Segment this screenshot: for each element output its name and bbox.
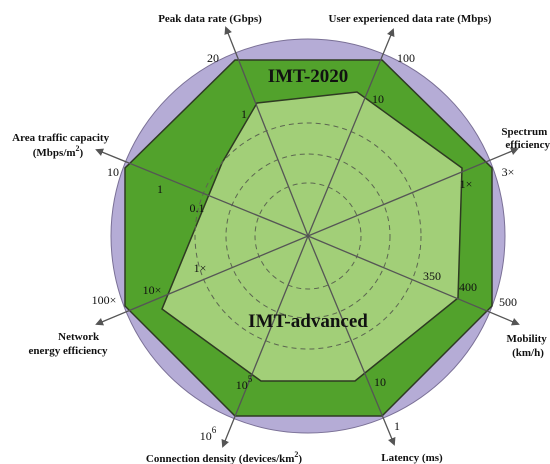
axis-title-area-line1: Area traffic capacity (12, 132, 109, 144)
tick-peak-outer: 20 (207, 51, 219, 65)
tick-user-outer: 100 (397, 51, 415, 65)
tick-network-mid: 10× (143, 283, 162, 297)
tick-connection-inner-main: 10 (236, 378, 248, 392)
axis-latency (307, 235, 396, 446)
axis-network-energy (95, 235, 309, 326)
tick-connection-outer-sup: 6 (212, 425, 217, 435)
imt-advanced-label: IMT-advanced (248, 311, 368, 332)
axis-title-spectrum-line2: efficiency (505, 139, 550, 151)
tick-connection-inner-sup: 5 (248, 374, 253, 384)
axis-title-area-line2-end: ) (80, 147, 84, 159)
axis-spectrum-efficiency (307, 147, 519, 237)
tick-network-outer: 100× (92, 293, 117, 307)
axis-title-mobility-line1: Mobility (506, 333, 547, 345)
tick-connection-outer: 106 (200, 425, 217, 443)
axis-title-connection-main: Connection density (devices/km (146, 453, 295, 464)
axis-area-traffic (95, 148, 309, 237)
tick-mobility-inner: 350 (423, 269, 441, 283)
dashed-ring-outer (194, 122, 422, 350)
dashed-ring-middle (225, 153, 391, 319)
axis-title-area-line2-sup: 2 (76, 144, 80, 153)
axis-title-connection-sup: 2 (294, 450, 298, 459)
axis-title-latency: Latency (ms) (381, 452, 443, 464)
dashed-ring-inner (254, 182, 362, 290)
axis-title-network-energy: Network energy efficiency (28, 331, 108, 357)
tick-area-inner: 0.1 (190, 201, 205, 215)
axis-title-spectrum-efficiency: Spectrum efficiency (501, 126, 550, 151)
tick-user-inner: 10 (372, 92, 384, 106)
tick-network-inner: 1× (194, 261, 207, 275)
tick-connection-outer-main: 10 (200, 429, 212, 443)
tick-connection-inner: 105 (236, 374, 253, 392)
tick-peak-inner: 1 (241, 107, 247, 121)
tick-spectrum-outer: 3× (502, 165, 515, 179)
axis-title-peak-data-rate: Peak data rate (Gbps) (158, 13, 262, 25)
axis-title-mobility-line2: (km/h) (512, 347, 544, 359)
tick-spectrum-inner: 1× (460, 177, 473, 191)
tick-latency-outer: 1 (394, 419, 400, 433)
axis-title-mobility: Mobility (km/h) (506, 333, 549, 359)
imt-advanced-polygon (161, 91, 463, 382)
axis-title-connection-density: Connection density (devices/km2) (146, 450, 303, 464)
tick-latency-inner: 10 (374, 375, 386, 389)
axis-title-network-line1: Network (58, 331, 100, 343)
axis-title-network-line2: energy efficiency (28, 345, 108, 357)
axis-title-area-line2-main: (Mbps/m (33, 147, 76, 159)
tick-area-mid: 1 (157, 182, 163, 196)
axis-user-data-rate (307, 28, 395, 237)
axis-title-connection-end: ) (298, 453, 302, 464)
tick-mobility-outer: 500 (499, 295, 517, 309)
axis-mobility (307, 235, 520, 326)
axis-title-spectrum-line1: Spectrum (501, 126, 547, 138)
tick-mobility-mid: 400 (459, 280, 477, 294)
axis-title-area-traffic: Area traffic capacity (Mbps/m2) (12, 132, 112, 159)
axis-title-user-data-rate: User experienced data rate (Mbps) (329, 13, 492, 25)
axis-peak-data-rate (224, 26, 309, 237)
imt2020-label: IMT-2020 (268, 66, 349, 87)
tick-area-outer: 10 (107, 165, 119, 179)
axis-connection-density (221, 235, 309, 448)
